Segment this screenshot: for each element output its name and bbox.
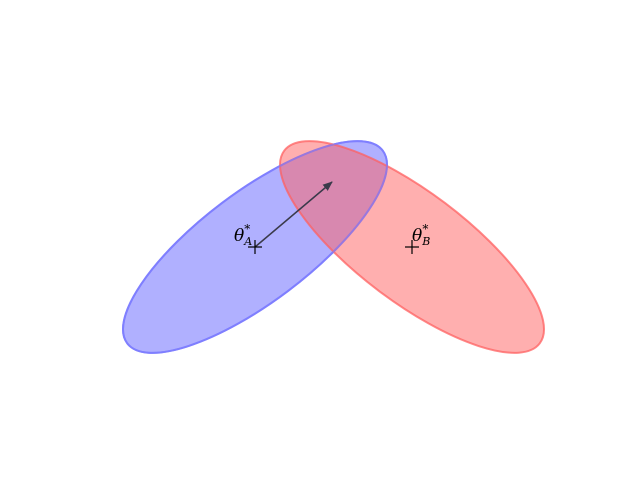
label-theta-a-symbol: θ — [234, 226, 244, 246]
center-marker-a — [248, 240, 262, 254]
label-theta-a: θA* — [234, 222, 252, 248]
direction-arrow — [254, 181, 333, 248]
label-theta-a-sup: * — [244, 222, 250, 236]
label-theta-a-sub: A — [243, 235, 252, 248]
label-theta-b-symbol: θ — [412, 226, 422, 246]
label-theta-b-sup: * — [422, 222, 428, 236]
label-theta-b: θB* — [412, 222, 430, 248]
center-marker-b — [405, 240, 419, 254]
label-theta-b-sub: B — [421, 235, 430, 248]
ellipse-a-outline — [122, 140, 388, 354]
